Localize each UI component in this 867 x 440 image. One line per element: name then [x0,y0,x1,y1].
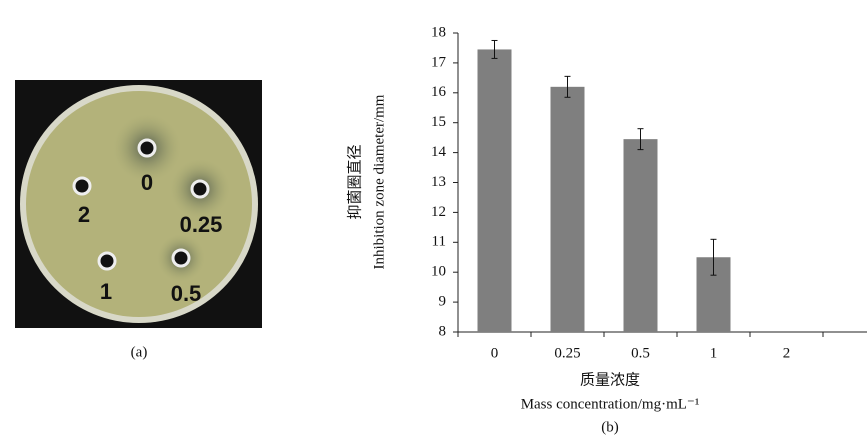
x-tick-label: 2 [783,345,791,361]
well-label: 0.5 [171,281,202,306]
well-label: 0 [141,170,153,195]
y-tick-label: 13 [431,174,446,190]
y-tick-label: 18 [431,24,446,40]
bar [623,139,658,332]
x-tick-label: 0.25 [554,345,580,361]
y-tick-label: 14 [431,144,447,160]
chart-caption: (b) [601,419,619,435]
x-axis-label: Mass concentration/mg·mL⁻¹ [521,396,700,412]
y-tick-label: 11 [432,234,446,250]
photo-caption: (a) [131,344,148,360]
x-axis-label: 质量浓度 [580,371,640,388]
y-axis-label: 抑菌圈直径 [346,144,363,219]
y-tick-label: 9 [439,294,447,310]
x-tick-label: 1 [710,345,718,361]
y-axis-label: Inhibition zone diameter/mm [371,94,387,269]
y-tick-label: 12 [431,204,446,220]
x-tick-label: 0 [491,345,499,361]
photo [15,80,262,328]
x-tick-label: 0.5 [631,345,650,361]
y-tick-label: 8 [439,323,447,339]
y-tick-label: 10 [431,264,446,280]
well-label: 1 [100,279,112,304]
y-tick-label: 17 [431,54,447,70]
bar [477,49,512,332]
well-label: 0.25 [180,212,223,237]
wells [72,138,210,271]
y-tick-label: 16 [431,84,447,100]
y-tick-label: 15 [431,114,446,130]
well-label: 2 [78,202,90,227]
bar [550,86,585,332]
